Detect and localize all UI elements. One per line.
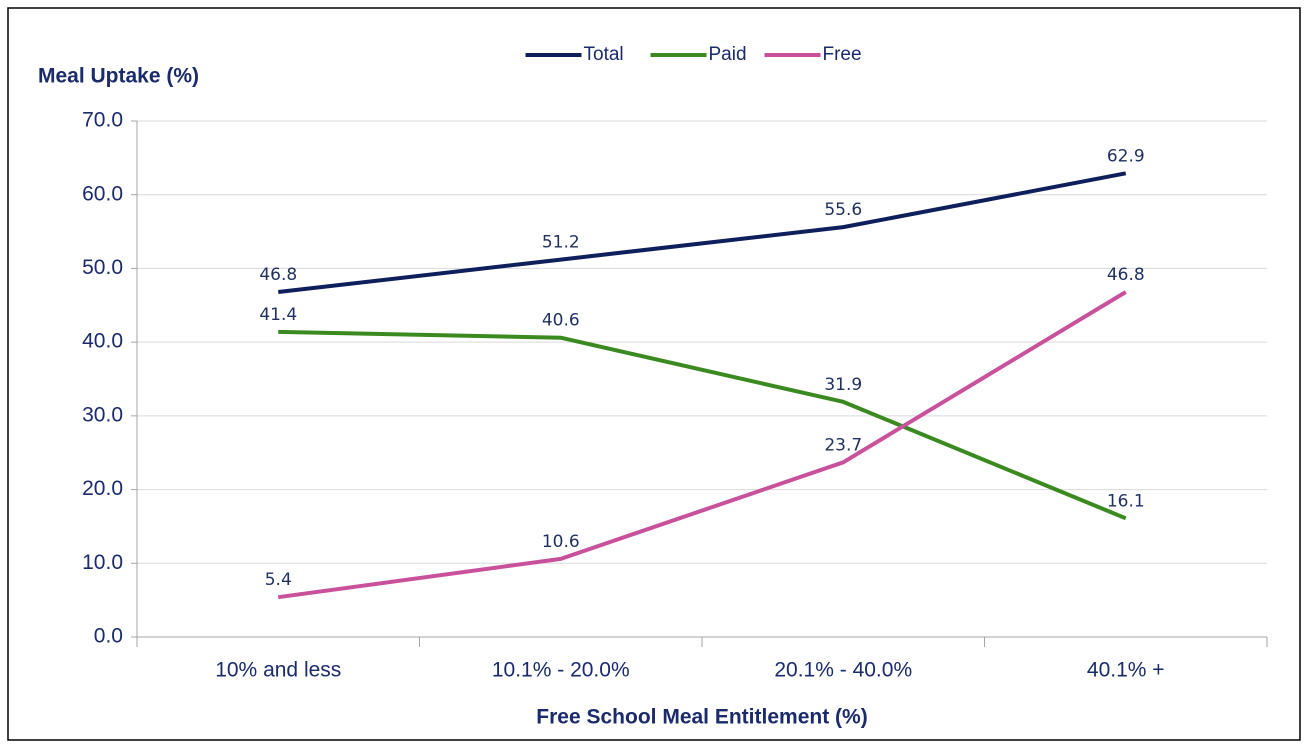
y-tick-label: 70.0 [82, 109, 123, 132]
x-tick-label: 10% and less [215, 659, 341, 682]
y-tick-label: 10.0 [82, 551, 123, 574]
data-label: 62.9 [1107, 146, 1145, 166]
x-axis-title: Free School Meal Entitlement (%) [536, 706, 867, 729]
data-label: 31.9 [824, 375, 862, 395]
y-tick-label: 60.0 [82, 182, 123, 205]
series-line [278, 329, 1127, 521]
data-label: 51.2 [542, 233, 580, 253]
data-label: 16.1 [1107, 491, 1145, 511]
y-axis-title: Meal Uptake (%) [38, 65, 199, 88]
y-tick-label: 0.0 [94, 625, 123, 648]
data-label: 41.4 [259, 305, 297, 325]
x-tick-label: 20.1% - 40.0% [774, 659, 912, 682]
series-line [277, 290, 1127, 600]
x-tick-label: 10.1% - 20.0% [492, 659, 630, 682]
series-line [278, 171, 1127, 295]
data-label: 55.6 [824, 200, 862, 220]
legend-label: Free [823, 44, 862, 65]
data-label: 5.4 [265, 570, 292, 590]
data-label: 40.6 [542, 311, 580, 331]
data-label: 46.8 [259, 265, 297, 285]
y-tick-label: 20.0 [82, 477, 123, 500]
y-tick-label: 40.0 [82, 330, 123, 353]
x-tick-label: 40.1% + [1087, 659, 1165, 682]
data-label: 46.8 [1107, 265, 1145, 285]
legend-label: Paid [709, 44, 747, 65]
data-label: 23.7 [824, 435, 862, 455]
data-label: 10.6 [542, 532, 580, 552]
y-tick-label: 50.0 [82, 256, 123, 279]
y-tick-label: 30.0 [82, 403, 123, 426]
legend-label: Total [584, 44, 624, 65]
chart-border [7, 7, 1301, 741]
